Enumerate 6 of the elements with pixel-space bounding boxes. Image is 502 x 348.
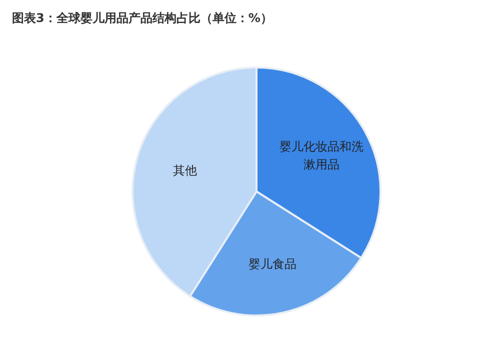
slice-label: 婴儿食品 <box>248 257 297 272</box>
pie-slice <box>256 66 382 259</box>
slice-label: 其他 <box>173 164 198 178</box>
chart-title: 图表3：全球婴儿用品产品结构占比（单位：%） <box>12 11 272 25</box>
slice-label: 婴儿化妆品和洗漱用品 <box>280 140 364 172</box>
pie-slice <box>189 190 362 316</box>
